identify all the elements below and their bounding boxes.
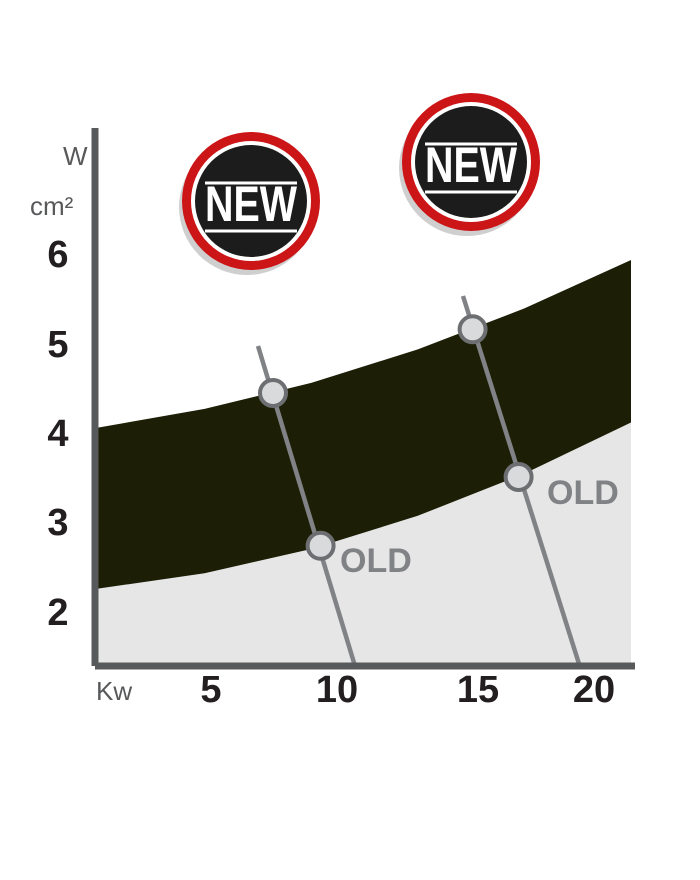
svg-text:Kw: Kw: [96, 676, 132, 706]
svg-text:2: 2: [47, 592, 68, 634]
svg-text:10: 10: [316, 669, 358, 711]
svg-text:15: 15: [457, 669, 499, 711]
svg-text:OLD: OLD: [340, 542, 412, 580]
svg-text:W: W: [63, 141, 88, 171]
svg-text:5: 5: [200, 669, 221, 711]
svg-text:6: 6: [47, 234, 68, 276]
svg-text:5: 5: [47, 324, 68, 366]
svg-text:4: 4: [47, 413, 68, 455]
svg-text:3: 3: [47, 502, 68, 544]
svg-text:OLD: OLD: [547, 474, 619, 512]
svg-text:20: 20: [573, 669, 615, 711]
svg-text:cm²: cm²: [30, 191, 74, 221]
